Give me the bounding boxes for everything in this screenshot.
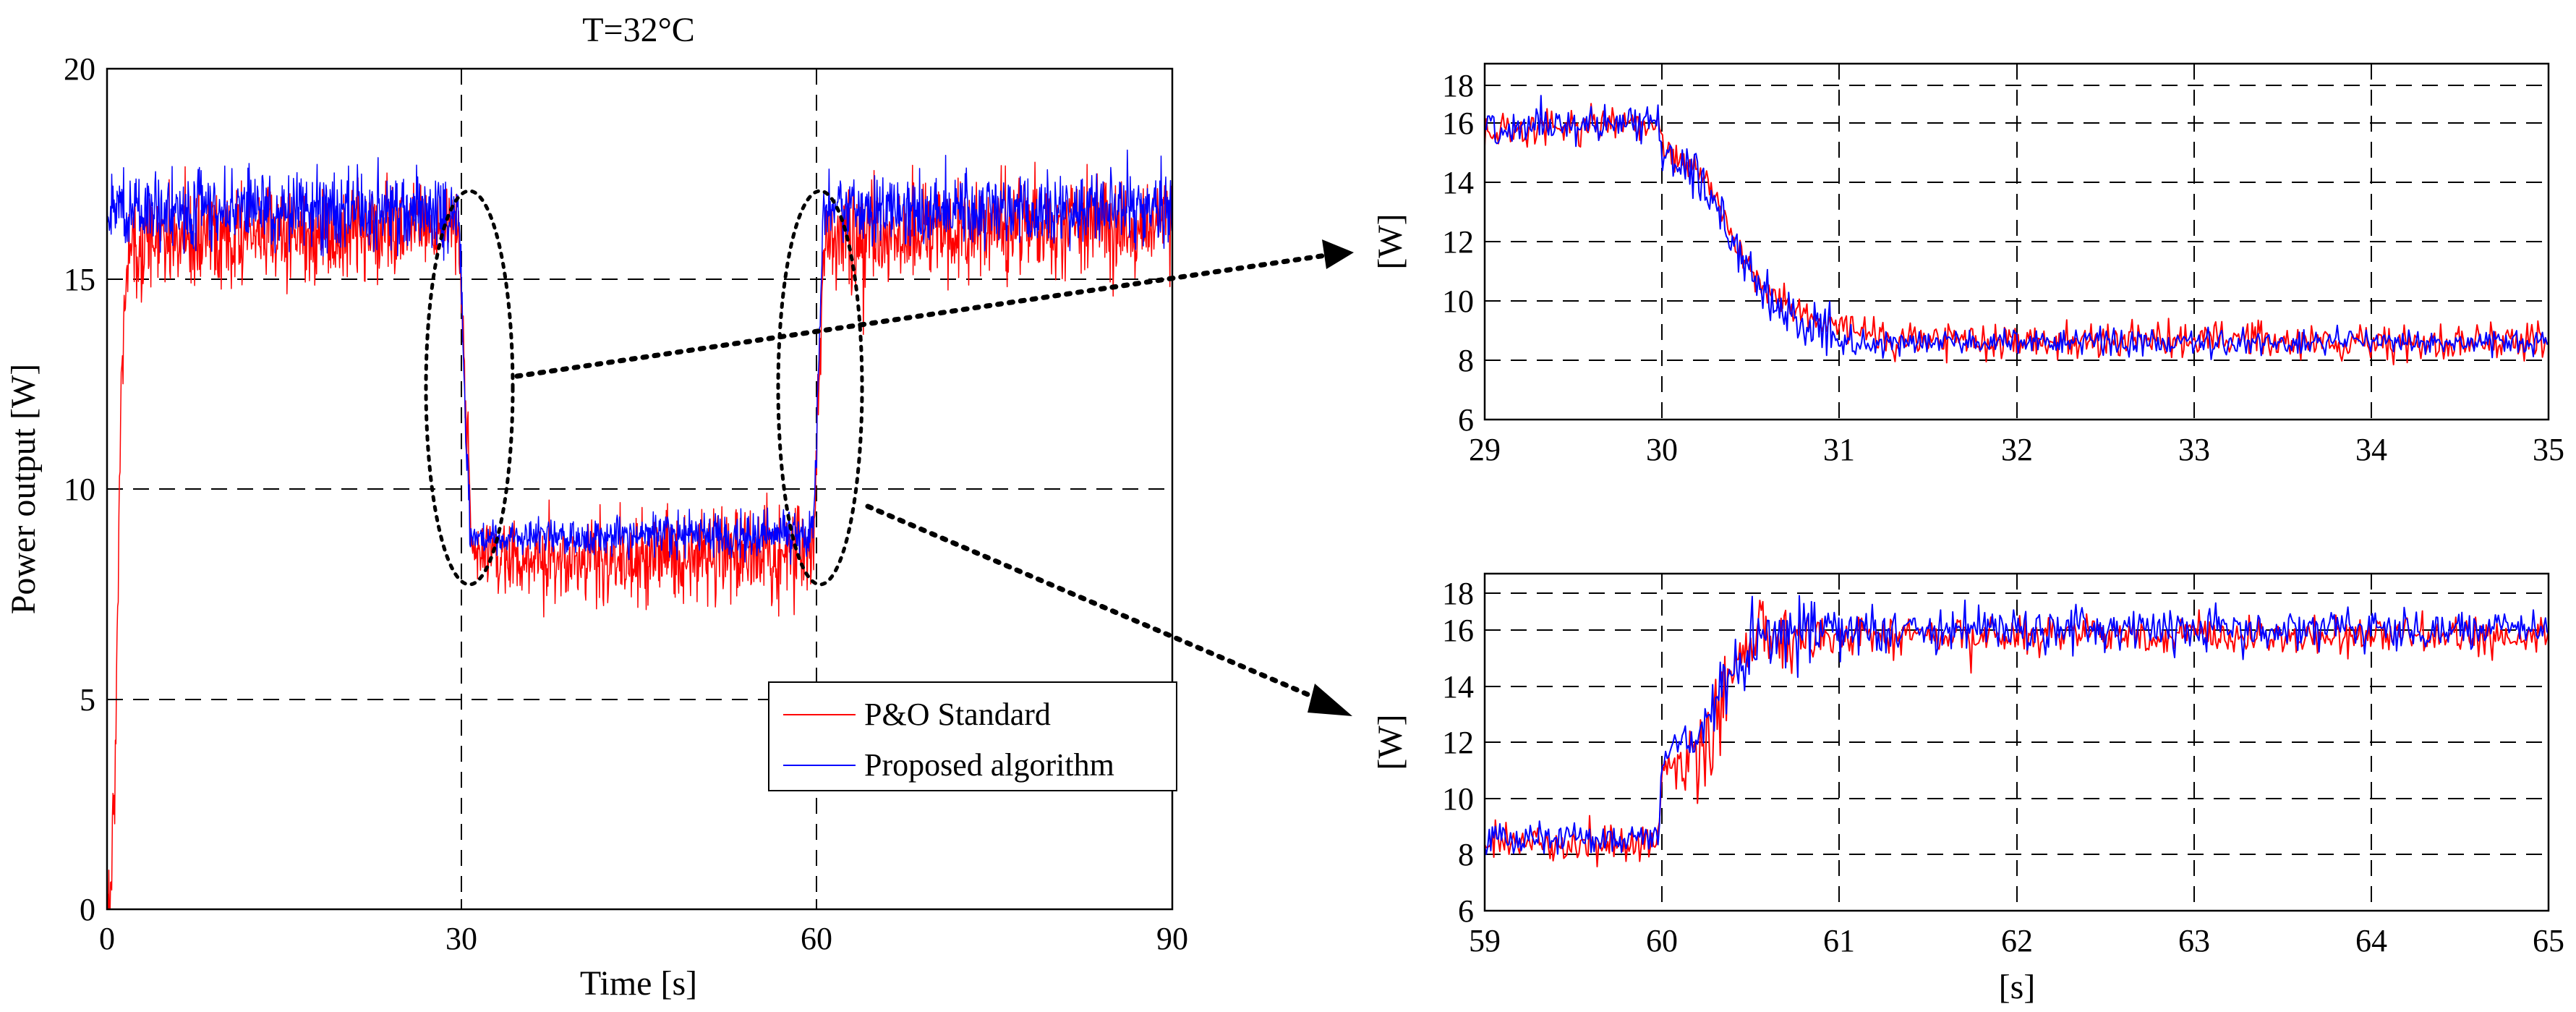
zoom-bottom-ytick-8: 8 (1458, 837, 1474, 872)
legend-label-po-standard: P&O Standard (864, 697, 1051, 732)
zoom-top-xtick-29: 29 (1469, 432, 1501, 467)
zoom-top-series-po-standard (1485, 103, 2549, 366)
zoom-bottom-xlabel: [s] (1999, 968, 2036, 1006)
main-xtick-label-90: 90 (1156, 921, 1188, 956)
zoom-bottom-plot-frame (1483, 572, 2550, 912)
main-ytick-label-20: 20 (64, 51, 95, 87)
arrow-to-top-zoom (514, 252, 1334, 379)
main-tick-labels: 0 30 60 90 0 5 10 15 20 (64, 51, 1188, 956)
zoom-arrows (514, 239, 1354, 716)
zoom-bottom-ylabel: [W] (1371, 714, 1409, 770)
zoom-top-xtick-32: 32 (2001, 432, 2033, 467)
zoom-bottom-xtick-64: 64 (2355, 923, 2387, 958)
arrowhead-top (1322, 239, 1354, 269)
zoom-top-plot-frame (1483, 62, 2550, 421)
main-ytick-label-5: 5 (80, 682, 95, 718)
zoom-top-ytick-8: 8 (1458, 343, 1474, 378)
zoom-top-ytick-14: 14 (1442, 165, 1474, 200)
main-xtick-label-0: 0 (99, 921, 115, 956)
zoom-bottom-xtick-65: 65 (2533, 923, 2564, 958)
main-ticks (106, 68, 1173, 910)
zoom-bottom-ytick-18: 18 (1442, 576, 1474, 611)
main-chart: 0 30 60 90 0 5 10 15 20 T=32°C Time [s] … (4, 11, 1188, 1003)
main-title: T=32°C (582, 11, 695, 49)
zoom-top-xtick-34: 34 (2355, 432, 2387, 467)
zoom-bottom-ytick-16: 16 (1442, 613, 1474, 648)
zoom-top-ytick-12: 12 (1442, 224, 1474, 260)
zoom-top-chart: 29 30 31 32 33 34 35 6 8 10 12 14 16 18 … (1371, 62, 2564, 467)
legend: P&O Standard Proposed algorithm (768, 681, 1177, 791)
zoom-bottom-xtick-60: 60 (1646, 923, 1678, 958)
zoom-top-ytick-6: 6 (1458, 402, 1474, 438)
zoom-bottom-ytick-14: 14 (1442, 669, 1474, 705)
main-ytick-label-0: 0 (80, 892, 95, 927)
zoom-top-xtick-35: 35 (2533, 432, 2564, 467)
main-xtick-label-60: 60 (801, 921, 832, 956)
zoom-bottom-ytick-12: 12 (1442, 725, 1474, 760)
main-xlabel: Time [s] (580, 964, 697, 1003)
zoom-bottom-xtick-61: 61 (1823, 923, 1855, 958)
zoom-top-ytick-10: 10 (1442, 284, 1474, 319)
zoom-top-ylabel: [W] (1371, 213, 1409, 269)
zoom-bottom-ytick-6: 6 (1458, 893, 1474, 929)
zoom-bottom-series-proposed-algorithm (1485, 595, 2549, 856)
zoom-bottom-xtick-62: 62 (2001, 923, 2033, 958)
main-ytick-label-15: 15 (64, 262, 95, 297)
main-ytick-label-10: 10 (64, 472, 95, 507)
zoom-bottom-xtick-59: 59 (1469, 923, 1501, 958)
main-ylabel: Power output [W] (4, 364, 43, 615)
zoom-top-series-proposed-algorithm (1485, 95, 2549, 360)
zoom-bottom-tick-labels: 59 60 61 62 63 64 65 6 8 10 12 14 16 18 (1442, 576, 2564, 958)
zoom-top-grid (1485, 64, 2549, 420)
legend-label-proposed-algorithm: Proposed algorithm (864, 747, 1114, 783)
legend-box (768, 681, 1177, 791)
zoom-ellipse-30s (424, 189, 515, 587)
zoom-top-tick-labels: 29 30 31 32 33 34 35 6 8 10 12 14 16 18 (1442, 68, 2564, 467)
zoom-bottom-xtick-63: 63 (2178, 923, 2210, 958)
zoom-top-ytick-18: 18 (1442, 68, 1474, 103)
main-series-proposed-algorithm (107, 149, 1172, 565)
arrowhead-bottom (1308, 684, 1352, 716)
arrow-to-bottom-zoom (865, 503, 1319, 701)
zoom-top-xtick-31: 31 (1823, 432, 1855, 467)
zoom-top-xtick-30: 30 (1646, 432, 1678, 467)
zoom-bottom-ytick-10: 10 (1442, 781, 1474, 817)
main-series-po-standard (107, 161, 1172, 909)
zoom-bottom-grid (1485, 574, 2549, 911)
zoom-top-xtick-33: 33 (2178, 432, 2210, 467)
main-xtick-label-30: 30 (445, 921, 477, 956)
zoom-bottom-chart: 59 60 61 62 63 64 65 6 8 10 12 14 16 18 … (1371, 572, 2564, 1006)
zoom-top-ytick-16: 16 (1442, 106, 1474, 141)
zoom-ellipse-60s (776, 189, 864, 587)
